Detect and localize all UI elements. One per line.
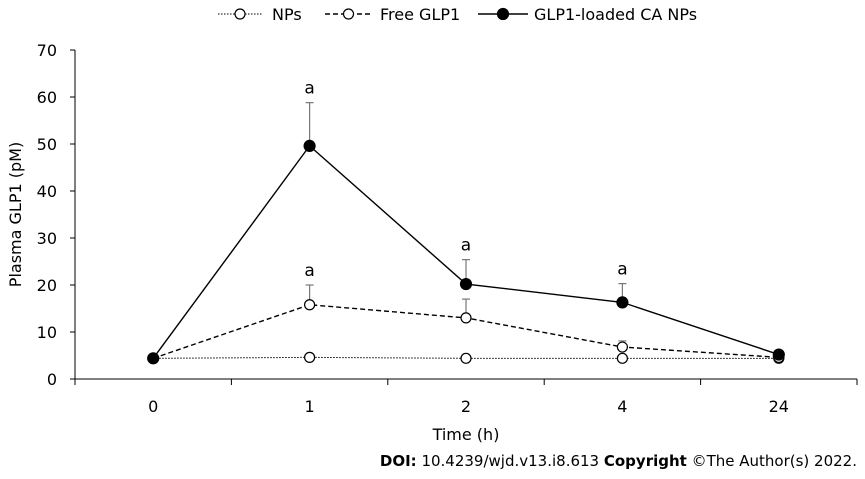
legend-marker <box>234 8 246 20</box>
data-point <box>304 351 316 363</box>
y-tick-label: 60 <box>37 88 57 107</box>
y-tick-label: 30 <box>37 229 57 248</box>
legend-marker <box>342 8 355 20</box>
significance-annotation: a <box>304 79 314 99</box>
doi-value: 10.4239/wjd.v13.i8.613 <box>416 452 604 470</box>
data-point <box>459 277 473 291</box>
y-tick-label: 40 <box>37 182 57 201</box>
data-point <box>304 299 316 311</box>
doi-label: DOI: <box>379 452 417 470</box>
y-tick-label: 20 <box>37 276 57 295</box>
data-point <box>772 348 785 361</box>
y-tick-label: 50 <box>37 135 57 154</box>
significance-annotation: a <box>304 261 314 281</box>
x-tick-label: 2 <box>461 397 471 416</box>
x-tick-label: 1 <box>305 397 315 416</box>
y-tick-label: 10 <box>37 323 57 342</box>
copyright-value: ©The Author(s) 2022. <box>686 452 857 470</box>
data-point <box>147 352 160 365</box>
significance-annotation: a <box>461 236 471 256</box>
data-point <box>616 352 629 364</box>
data-point <box>616 296 629 309</box>
x-tick-label: 0 <box>148 397 158 416</box>
y-tick-label: 70 <box>37 41 57 60</box>
legend-marker <box>496 7 510 21</box>
data-point <box>303 139 316 152</box>
doi-footer: DOI: 10.4239/wjd.v13.i8.613 Copyright ©T… <box>380 452 857 470</box>
data-point <box>460 352 472 364</box>
legend-label: Free GLP1 <box>380 5 460 24</box>
data-point <box>616 341 629 353</box>
x-tick-label: 4 <box>617 397 627 416</box>
significance-annotation: a <box>617 260 627 280</box>
x-axis-title: Time (h) <box>432 425 500 444</box>
y-axis-title: Plasma GLP1 (pM) <box>6 142 25 287</box>
legend-label: NPs <box>272 5 302 24</box>
data-point <box>460 312 472 324</box>
copyright-label: Copyright <box>603 452 687 470</box>
x-tick-label: 24 <box>769 397 789 416</box>
legend-label: GLP1-loaded CA NPs <box>534 5 697 24</box>
y-tick-label: 0 <box>47 370 57 389</box>
